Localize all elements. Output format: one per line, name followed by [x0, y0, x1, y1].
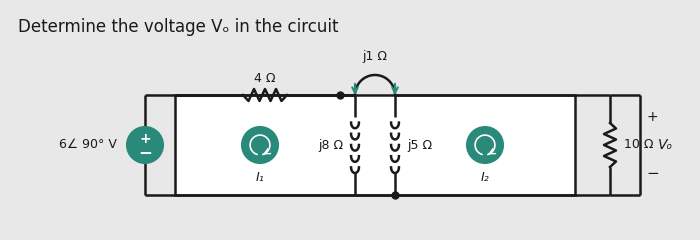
- Text: Determine the voltage Vₒ in the circuit: Determine the voltage Vₒ in the circuit: [18, 18, 339, 36]
- Text: j5 Ω: j5 Ω: [407, 138, 432, 151]
- Text: I₁: I₁: [256, 171, 265, 184]
- Text: j1 Ω: j1 Ω: [363, 50, 388, 63]
- Text: 6∠ 90° V: 6∠ 90° V: [59, 138, 117, 151]
- Circle shape: [242, 127, 278, 163]
- Circle shape: [467, 127, 503, 163]
- Text: j8 Ω: j8 Ω: [318, 138, 343, 151]
- Text: I₂: I₂: [481, 171, 489, 184]
- Text: +: +: [139, 132, 150, 146]
- Bar: [175, 95, 575, 195]
- Text: +: +: [646, 110, 657, 124]
- Text: Vₒ: Vₒ: [658, 138, 673, 152]
- Text: −: −: [138, 143, 152, 161]
- Text: 4 Ω: 4 Ω: [254, 72, 276, 85]
- Text: −: −: [646, 166, 659, 180]
- Text: 10 Ω: 10 Ω: [624, 138, 654, 151]
- Circle shape: [127, 127, 163, 163]
